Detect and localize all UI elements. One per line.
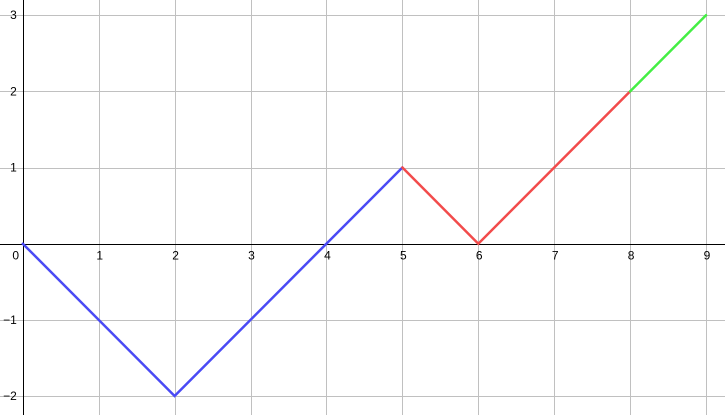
x-tick-label: 8	[628, 249, 635, 263]
x-tick-label: 6	[476, 249, 483, 263]
x-tick-label: 7	[552, 249, 559, 263]
y-tick-label: −1	[3, 313, 17, 327]
series	[21, 13, 708, 398]
x-tick-label: 3	[248, 249, 255, 263]
x-tick-label: 4	[324, 249, 331, 263]
series-line-1	[21, 166, 404, 398]
tick-labels: 0 1 2 3 4 5 6 7 8 9 −2 −1 1 2 3	[3, 8, 711, 403]
x-tick-label: 2	[172, 249, 179, 263]
y-tick-label: 3	[10, 8, 17, 22]
y-tick-label: −2	[3, 389, 17, 403]
y-tick-label: 1	[10, 161, 17, 175]
x-tick-label: 9	[704, 249, 711, 263]
x-tick-label: 5	[400, 249, 407, 263]
series-line-2	[401, 90, 632, 246]
x-tick-label: 0	[12, 249, 19, 263]
series-line-3	[628, 13, 708, 93]
x-tick-label: 1	[96, 249, 103, 263]
y-tick-label: 2	[10, 84, 17, 98]
